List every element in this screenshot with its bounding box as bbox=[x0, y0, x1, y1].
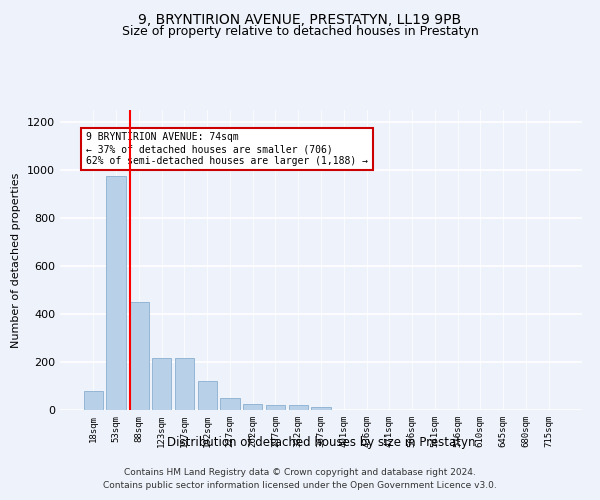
Bar bbox=[289, 405, 308, 410]
Bar bbox=[243, 404, 262, 410]
Bar bbox=[266, 404, 285, 410]
Text: Size of property relative to detached houses in Prestatyn: Size of property relative to detached ho… bbox=[122, 25, 478, 38]
Text: Distribution of detached houses by size in Prestatyn: Distribution of detached houses by size … bbox=[167, 436, 475, 449]
Bar bbox=[84, 391, 103, 410]
Bar bbox=[175, 358, 194, 410]
Bar bbox=[197, 381, 217, 410]
Text: 9 BRYNTIRION AVENUE: 74sqm
← 37% of detached houses are smaller (706)
62% of sem: 9 BRYNTIRION AVENUE: 74sqm ← 37% of deta… bbox=[86, 132, 368, 166]
Bar bbox=[220, 398, 239, 410]
Bar bbox=[106, 176, 126, 410]
Text: Contains public sector information licensed under the Open Government Licence v3: Contains public sector information licen… bbox=[103, 480, 497, 490]
Bar bbox=[129, 302, 149, 410]
Bar bbox=[152, 358, 172, 410]
Text: 9, BRYNTIRION AVENUE, PRESTATYN, LL19 9PB: 9, BRYNTIRION AVENUE, PRESTATYN, LL19 9P… bbox=[139, 12, 461, 26]
Text: Contains HM Land Registry data © Crown copyright and database right 2024.: Contains HM Land Registry data © Crown c… bbox=[124, 468, 476, 477]
Y-axis label: Number of detached properties: Number of detached properties bbox=[11, 172, 22, 348]
Bar bbox=[311, 407, 331, 410]
